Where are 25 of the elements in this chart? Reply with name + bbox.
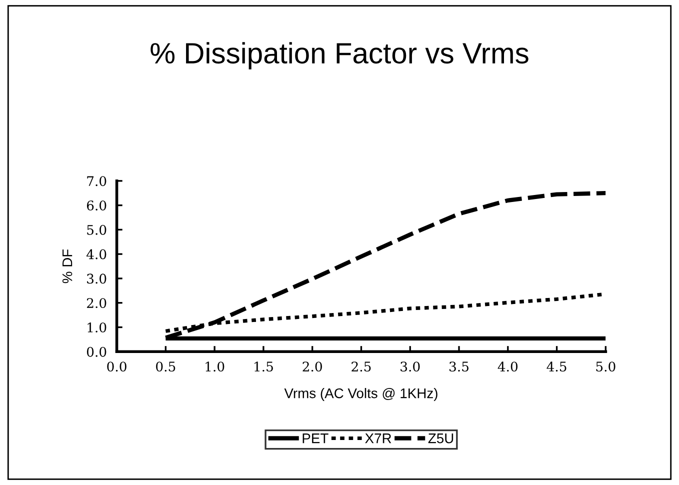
chart-title: % Dissipation Factor vs Vrms — [150, 42, 528, 70]
x-axis-title: Vrms (AC Volts @ 1KHz) — [284, 388, 438, 401]
y-tick-label: 3.0 — [87, 274, 106, 284]
x-tick-label: 2.0 — [302, 362, 322, 372]
x-tick-label: 3.5 — [450, 362, 468, 372]
y-tick-label: 5.0 — [87, 224, 106, 235]
y-tick-label: 2.0 — [86, 298, 106, 308]
y-tick-label: 0.0 — [86, 346, 106, 357]
y-tick-label: 7.0 — [87, 176, 106, 186]
legend-label: Z5U — [428, 434, 454, 444]
x-tick-label: 5.0 — [596, 362, 616, 372]
x-tick-label: 3.0 — [400, 362, 420, 372]
x-tick-label: 0.0 — [107, 362, 126, 372]
y-tick-label: 6.0 — [86, 200, 106, 210]
legend-label: X7R — [365, 434, 392, 444]
x-tick-label: 4.0 — [498, 362, 518, 372]
y-axis-title: % DF — [62, 249, 72, 284]
x-tick-label: 4.5 — [546, 362, 566, 372]
x-tick-label: 1.0 — [206, 362, 224, 372]
legend-label: PET — [302, 434, 328, 444]
x-tick-label: 1.5 — [254, 362, 273, 372]
y-tick-label: 1.0 — [88, 322, 106, 332]
y-tick-label: 4.0 — [86, 249, 106, 260]
x-tick-label: 0.5 — [156, 362, 176, 372]
x-tick-label: 2.5 — [352, 362, 371, 372]
